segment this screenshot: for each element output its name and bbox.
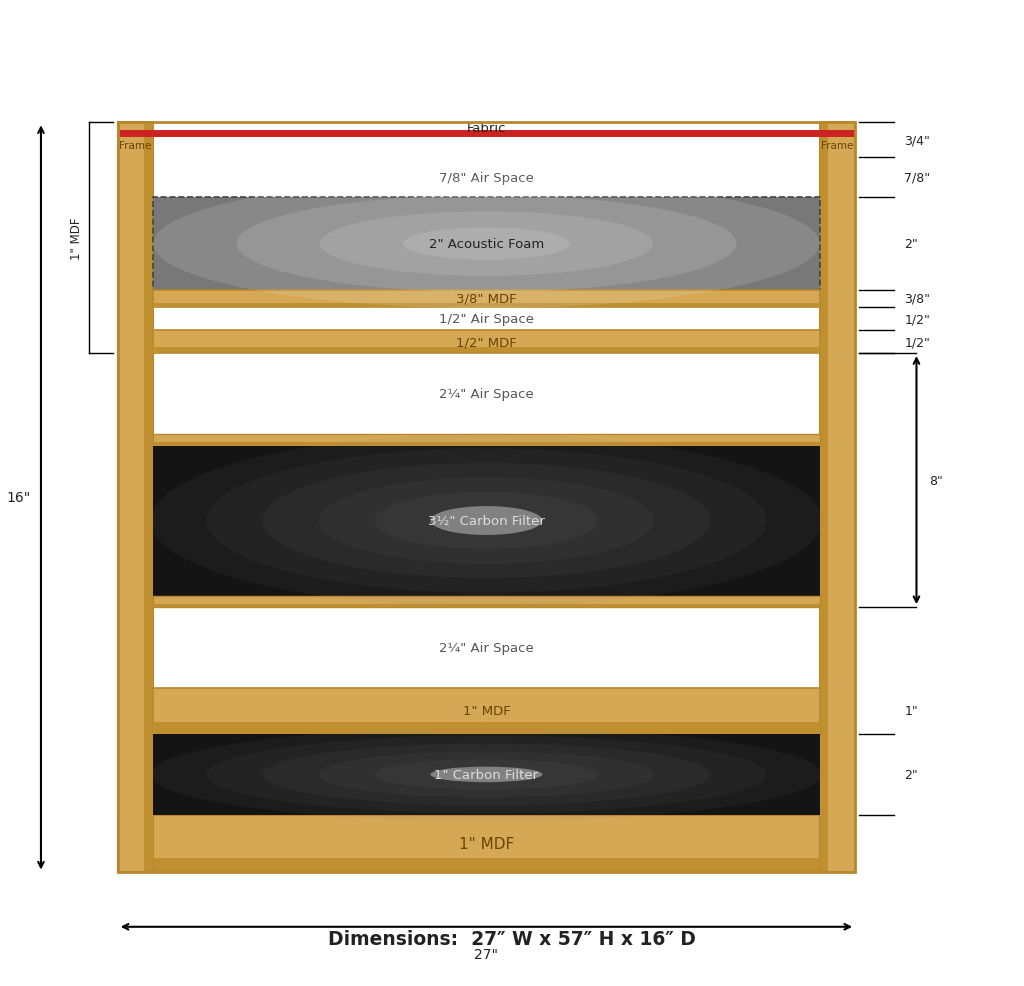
Bar <box>819 123 855 873</box>
Text: 1" MDF: 1" MDF <box>459 836 514 851</box>
Ellipse shape <box>237 196 736 293</box>
Text: 2": 2" <box>904 238 918 250</box>
Text: Dimensions:  27″ W x 57″ H x 16″ D: Dimensions: 27″ W x 57″ H x 16″ D <box>328 929 696 949</box>
Bar <box>118 123 855 873</box>
Text: 2¼" Air Space: 2¼" Air Space <box>439 387 534 400</box>
Bar <box>154 291 819 308</box>
Bar <box>154 443 819 446</box>
Bar <box>819 123 828 873</box>
Ellipse shape <box>207 736 766 813</box>
Bar <box>154 304 819 308</box>
Ellipse shape <box>319 212 653 277</box>
Text: 3/4": 3/4" <box>904 134 930 147</box>
Ellipse shape <box>403 228 569 260</box>
Text: 1" Carbon Filter: 1" Carbon Filter <box>434 768 539 781</box>
Bar <box>154 735 819 815</box>
Ellipse shape <box>430 507 543 535</box>
Bar <box>118 815 855 873</box>
Text: 1/2" MDF: 1/2" MDF <box>456 336 517 349</box>
Text: 27": 27" <box>474 948 499 961</box>
Bar <box>154 123 819 873</box>
Text: 3/8" MDF: 3/8" MDF <box>456 293 517 306</box>
Bar <box>154 348 819 354</box>
Text: 1" MDF: 1" MDF <box>71 217 83 259</box>
Bar <box>154 446 819 596</box>
Bar <box>154 723 819 735</box>
Text: 3½" Carbon Filter: 3½" Carbon Filter <box>428 515 545 528</box>
Bar <box>154 198 819 291</box>
Ellipse shape <box>375 759 598 790</box>
Text: 2" Acoustic Foam: 2" Acoustic Foam <box>429 238 544 250</box>
Ellipse shape <box>262 743 711 806</box>
Bar <box>118 123 154 873</box>
Text: 8": 8" <box>929 474 943 487</box>
Ellipse shape <box>151 728 822 821</box>
Ellipse shape <box>262 463 711 579</box>
Bar <box>154 688 819 735</box>
Text: 1/2": 1/2" <box>904 313 930 325</box>
Text: 2": 2" <box>904 768 918 781</box>
Text: 1" MDF: 1" MDF <box>463 705 510 718</box>
Ellipse shape <box>207 449 766 594</box>
Bar <box>154 596 819 607</box>
Bar <box>144 123 154 873</box>
Bar <box>154 330 819 354</box>
Ellipse shape <box>151 435 822 607</box>
Ellipse shape <box>318 751 654 798</box>
Bar <box>154 604 819 607</box>
Ellipse shape <box>375 492 598 550</box>
Text: 2¼" Air Space: 2¼" Air Space <box>439 641 534 655</box>
Text: 1/2": 1/2" <box>904 336 930 349</box>
Text: 16": 16" <box>6 491 31 505</box>
Text: Frame: Frame <box>119 141 152 151</box>
Bar <box>118 858 855 873</box>
Ellipse shape <box>430 767 543 782</box>
Text: 1": 1" <box>904 705 918 718</box>
Text: Fabric: Fabric <box>467 122 506 135</box>
Text: 3/8": 3/8" <box>904 293 930 306</box>
Text: 7/8" Air Space: 7/8" Air Space <box>439 172 534 184</box>
Text: 1/2" Air Space: 1/2" Air Space <box>439 313 534 325</box>
Bar <box>154 435 819 446</box>
Ellipse shape <box>318 477 654 564</box>
Text: Frame: Frame <box>821 141 854 151</box>
Text: 7/8": 7/8" <box>904 172 931 184</box>
Ellipse shape <box>154 179 819 309</box>
